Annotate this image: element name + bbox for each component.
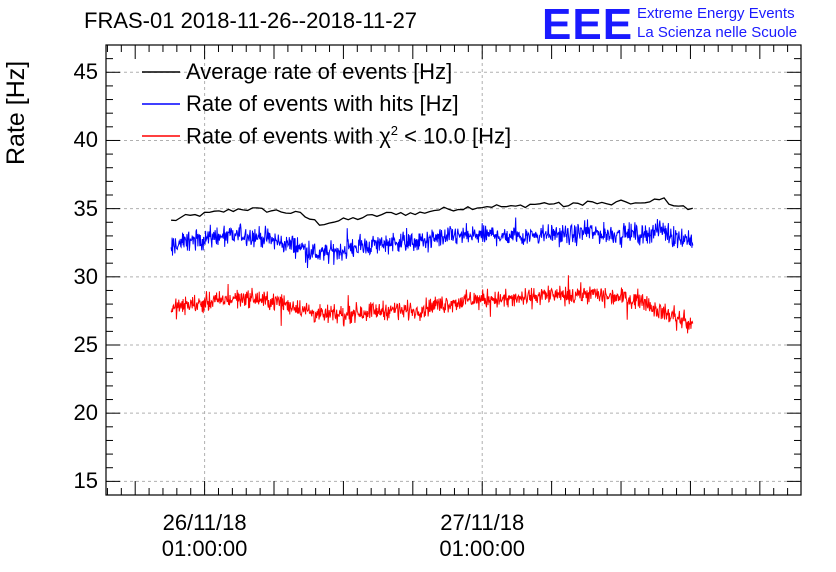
series-line-average xyxy=(171,197,693,226)
series-line-hits xyxy=(170,217,694,269)
logo-caption-line1: Extreme Energy Events xyxy=(637,5,795,22)
y-tick-label: 15 xyxy=(73,468,98,494)
y-axis-label: Rate [Hz] xyxy=(2,60,30,165)
series-line-chi2 xyxy=(170,275,694,334)
y-tick-label: 45 xyxy=(73,59,98,85)
legend-label-hits: Rate of events with hits [Hz] xyxy=(186,91,459,116)
x-tick-label: 26/11/18 01:00:00 xyxy=(135,510,275,562)
y-tick-label: 35 xyxy=(73,195,98,221)
y-tick-label: 40 xyxy=(73,127,98,153)
eee-logo: EEE xyxy=(542,0,634,49)
legend-label-chi2: Rate of events with χ2 < 10.0 [Hz] xyxy=(186,123,512,149)
plot-frame xyxy=(105,44,802,496)
x-tick-time: 01:00:00 xyxy=(439,536,526,561)
x-tick-date: 27/11/18 xyxy=(440,510,525,535)
y-tick-label: 20 xyxy=(73,400,98,426)
legend-label-average: Average rate of events [Hz] xyxy=(186,59,453,84)
x-tick-date: 26/11/18 xyxy=(162,510,247,535)
chart-title: FRAS-01 2018-11-26--2018-11-27 xyxy=(84,8,418,33)
y-tick-label: 25 xyxy=(73,332,98,357)
logo-caption-line2: La Scienza nelle Scuole xyxy=(637,24,798,41)
y-tick-label: 30 xyxy=(73,263,98,289)
x-tick-label: 27/11/18 01:00:00 xyxy=(412,510,552,562)
x-tick-time: 01:00:00 xyxy=(161,536,248,561)
logo-caption: Extreme Energy Events La Scienza nelle S… xyxy=(637,4,797,42)
